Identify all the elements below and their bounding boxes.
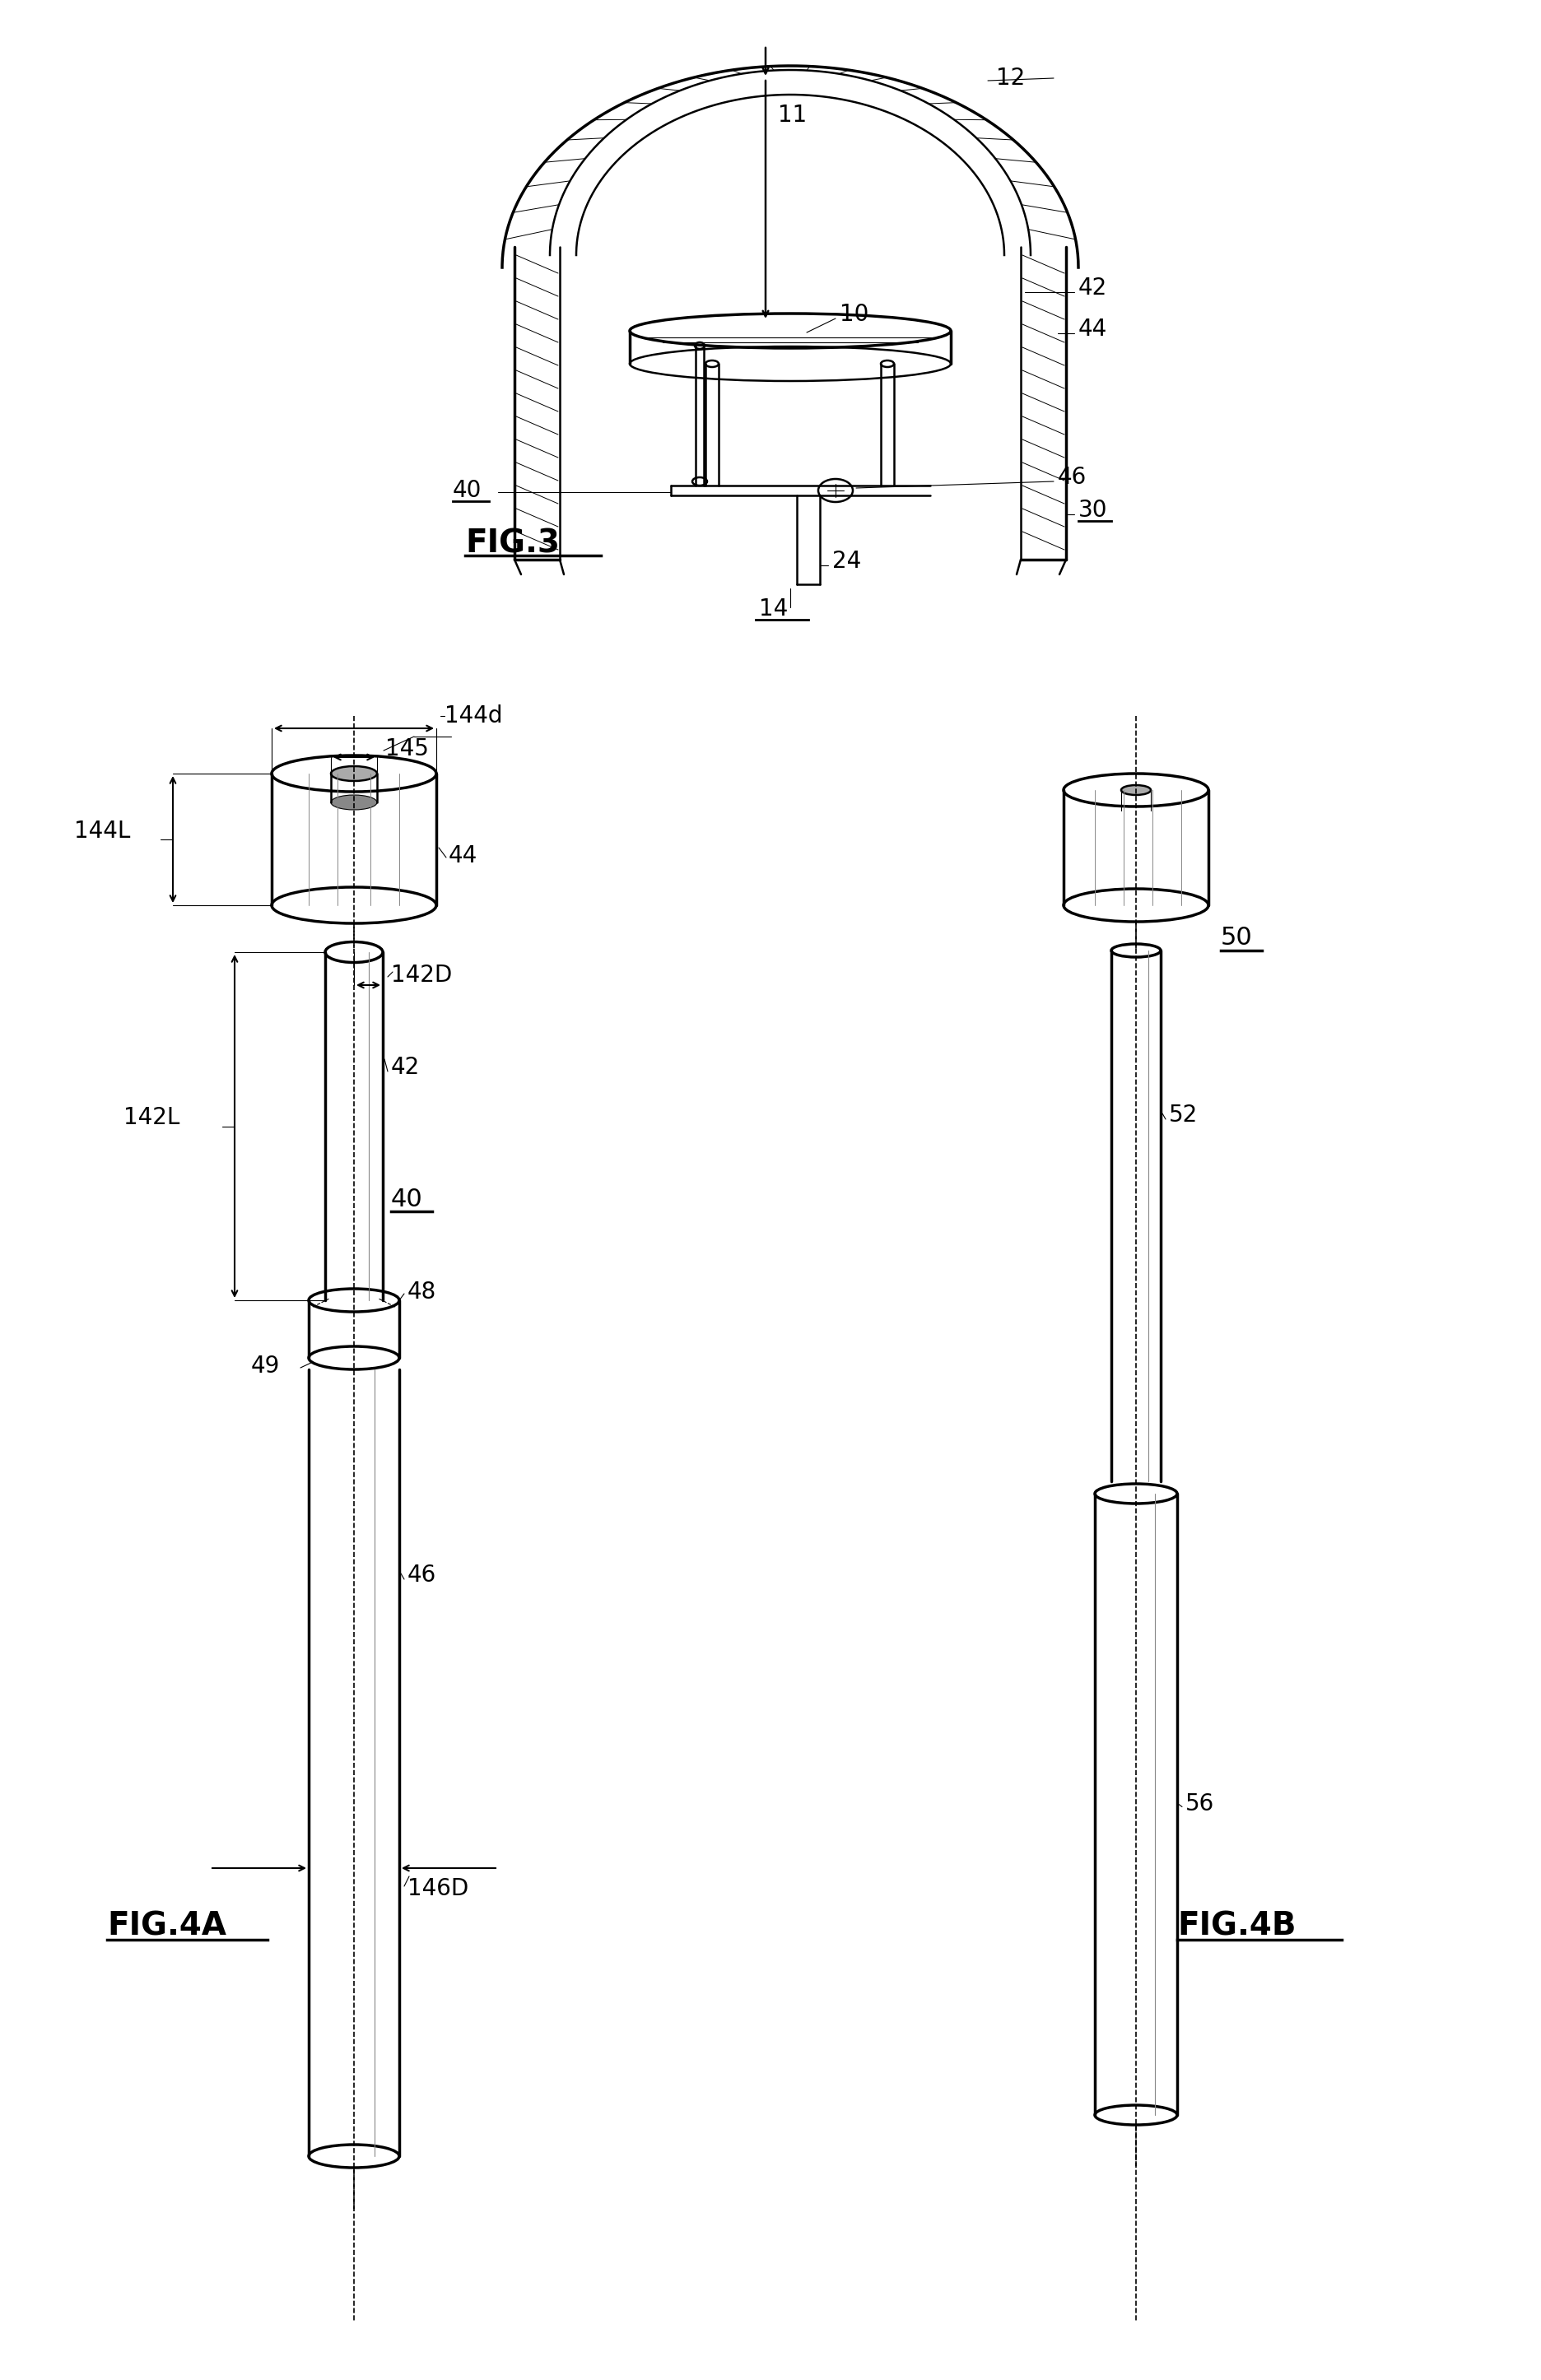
Text: 142D: 142D [391,964,452,988]
Ellipse shape [325,942,382,962]
Text: 40: 40 [453,478,482,502]
Ellipse shape [1063,774,1208,807]
Text: 40: 40 [391,1188,422,1211]
Ellipse shape [308,1288,399,1311]
Text: 44: 44 [1079,317,1108,340]
Text: 42: 42 [391,1057,421,1078]
Text: 46: 46 [1057,466,1086,488]
Text: 144L: 144L [74,819,131,843]
Text: 144d: 144d [444,704,502,728]
Text: 48: 48 [407,1280,436,1304]
Ellipse shape [1122,785,1151,795]
Text: 12: 12 [995,67,1025,90]
Text: 46: 46 [407,1564,436,1587]
Ellipse shape [1063,888,1208,921]
Ellipse shape [331,766,378,781]
Text: 145: 145 [385,738,428,762]
Ellipse shape [271,888,436,923]
Text: 52: 52 [1170,1104,1197,1126]
Text: 44: 44 [448,845,478,866]
Ellipse shape [271,754,436,793]
Text: FIG.3: FIG.3 [465,528,559,559]
Text: 49: 49 [251,1354,280,1378]
Ellipse shape [1094,1483,1177,1504]
Text: 11: 11 [778,105,807,126]
Ellipse shape [1094,2106,1177,2125]
Text: 24: 24 [832,550,861,574]
Ellipse shape [331,795,378,809]
Text: 56: 56 [1185,1792,1214,1816]
Ellipse shape [1111,945,1160,957]
Text: 146D: 146D [407,1878,468,1899]
Ellipse shape [308,2144,399,2168]
Text: 42: 42 [1079,276,1108,300]
Text: 10: 10 [840,302,869,326]
Ellipse shape [308,1347,399,1368]
Text: 50: 50 [1220,926,1253,950]
Text: 14: 14 [760,597,789,621]
Text: FIG.4A: FIG.4A [106,1911,227,1942]
Text: FIG.4B: FIG.4B [1177,1911,1296,1942]
Text: 30: 30 [1079,500,1108,521]
Text: 142L: 142L [123,1107,180,1130]
